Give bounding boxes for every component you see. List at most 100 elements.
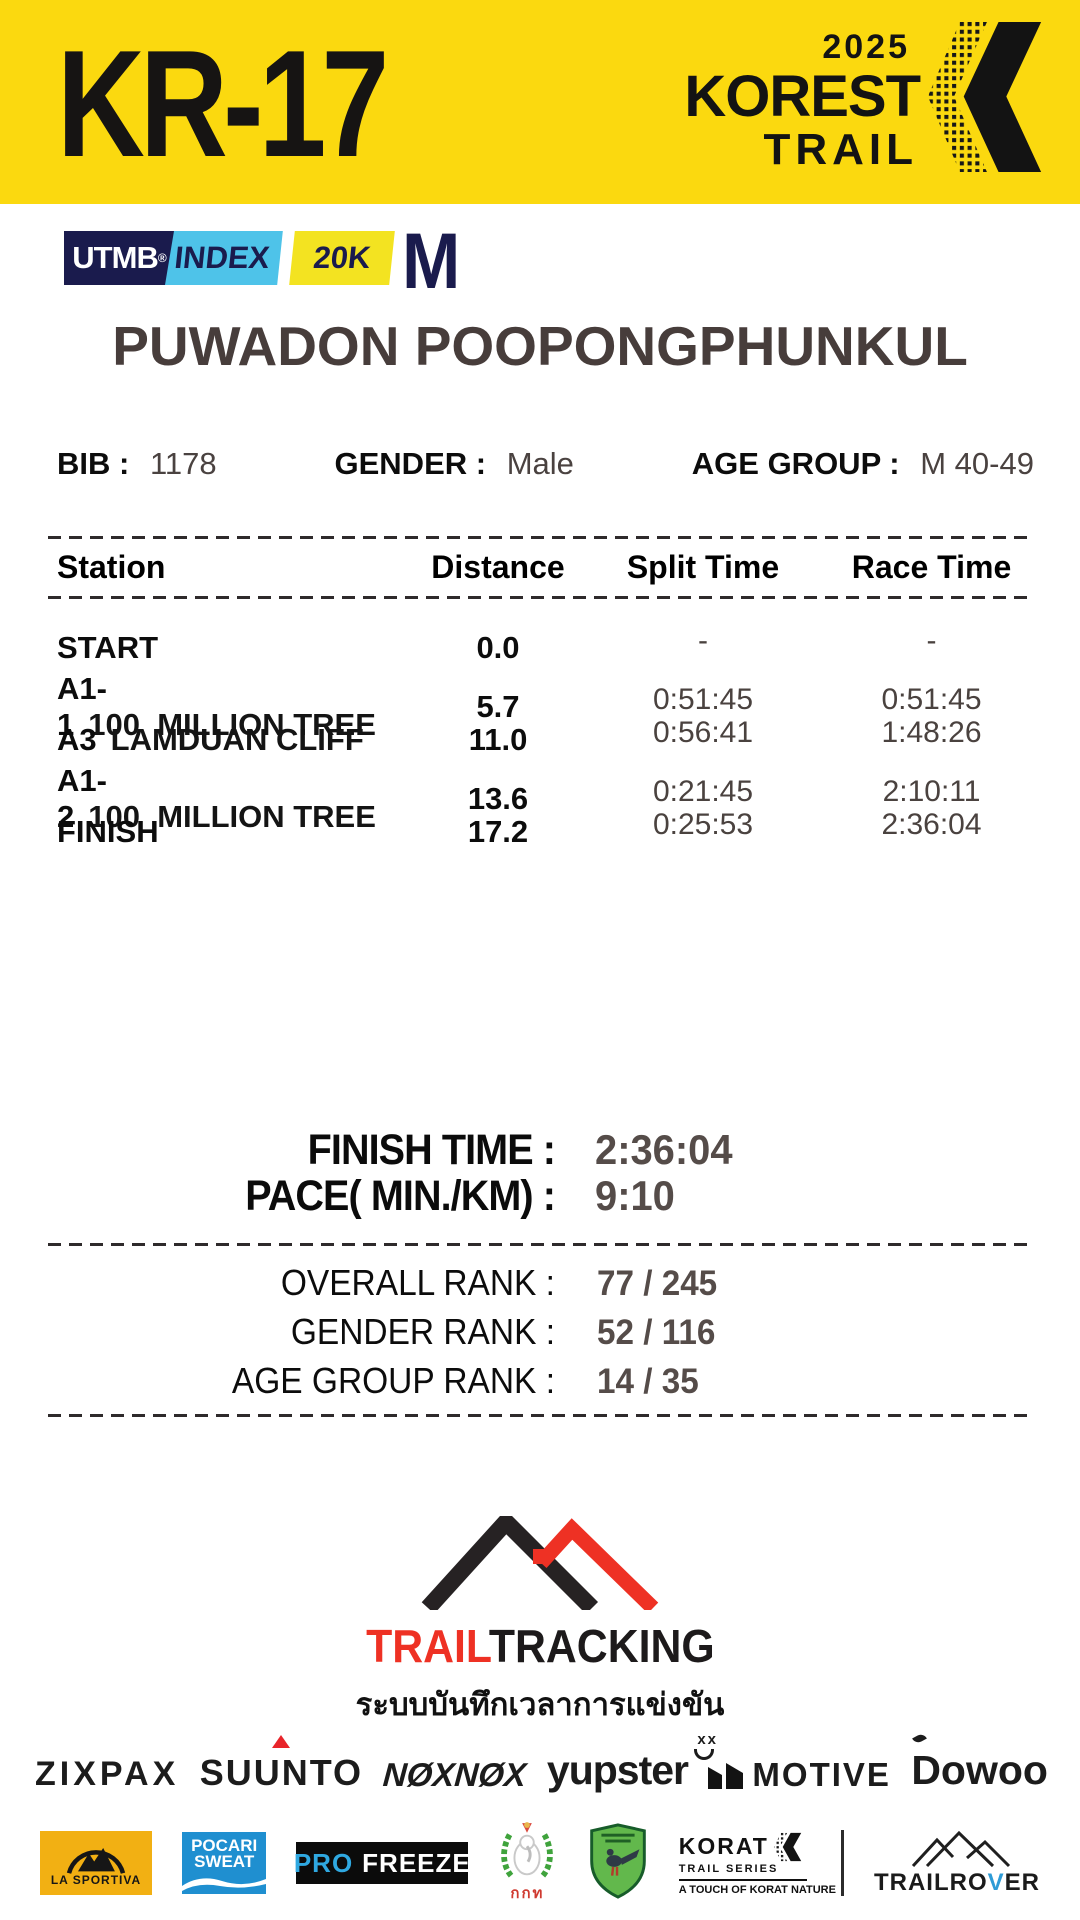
- sponsor-row-2: LA SPORTIVA POCARI SWEAT PRO FREEZE ก: [40, 1820, 1040, 1906]
- brand-word-trail: TRAIL: [365, 1620, 489, 1672]
- col-race-time: Race Time: [851, 549, 1012, 585]
- age-group-rank-value: 14 / 35: [597, 1362, 699, 1401]
- pace-label: PACE( MIN./KM) :: [245, 1172, 556, 1220]
- station-name: 100 MILLION TREE: [88, 799, 376, 834]
- dowoo-logo: Dowoo: [911, 1732, 1048, 1794]
- sat-crest-icon: [501, 1822, 554, 1880]
- race-time-value: 2:10:11: [882, 775, 981, 808]
- yupster-logo: yupster xx: [547, 1731, 716, 1794]
- table-row-a1-1: A1-1 100 MILLION TREE 5.7 0:51:45 0:51:45: [48, 671, 1035, 742]
- utmb-index-badge: UTMB ® INDEX 20K M: [64, 217, 461, 305]
- bird-shield-icon: [589, 1822, 646, 1899]
- race-time-value: -: [926, 624, 937, 657]
- noxnox-logo: NØXNØX: [382, 1756, 528, 1793]
- event-year: 2025: [822, 28, 910, 66]
- table-row-a1-2: A1-2 100 MILLION TREE 13.6 0:21:45 2:10:1…: [48, 763, 1035, 834]
- finish-time-label: FINISH TIME :: [307, 1126, 556, 1174]
- race-time-value: 2:36:04: [881, 808, 982, 841]
- suunto-triangle-icon: [271, 1735, 290, 1748]
- pro-freeze-logo: PRO FREEZE: [294, 1842, 471, 1884]
- zixpax-logo: ZIXPAX: [35, 1755, 180, 1793]
- station-code: A1-2: [57, 763, 107, 834]
- distance-value: 0.0: [476, 630, 520, 665]
- summary-rule: [48, 1243, 1035, 1246]
- table-header-rule: [48, 596, 1035, 599]
- split-time-value: 0:21:45: [652, 775, 754, 808]
- station-name: LAMDUAN CLIFF: [110, 722, 364, 757]
- pace-value: 9:10: [595, 1172, 675, 1219]
- distance-value: 5.7: [476, 689, 520, 724]
- split-time-value: 0:25:53: [652, 808, 754, 841]
- freeze-label: FREEZE: [362, 1847, 471, 1878]
- utmb-category-m-icon: M: [402, 217, 461, 305]
- utmb-box: UTMB ®: [64, 231, 174, 285]
- event-name-bottom: TRAIL: [763, 125, 918, 174]
- gender-value: Male: [506, 446, 574, 481]
- table-header: Station Distance Split Time Race Time: [48, 539, 1035, 596]
- gender-label: GENDER :: [334, 446, 487, 481]
- table-row-a3: A3 LAMDUAN CLIFF 11.0 0:56:41 1:48:26: [48, 716, 1035, 763]
- korat-wordmark: KORAT: [678, 1833, 769, 1859]
- pocari-line2: SWEAT: [194, 1852, 255, 1871]
- yupster-smile-icon: [694, 1749, 714, 1760]
- la-sportiva-mountain-icon: [66, 1848, 126, 1874]
- overall-rank-label: OVERALL RANK :: [280, 1262, 555, 1303]
- trailtracking-brand: TRAILTRACKING ระบบบันทึกเวลาการแข่งขัน: [0, 1509, 1080, 1729]
- station-code: FINISH: [57, 814, 159, 849]
- col-split-time: Split Time: [626, 549, 780, 585]
- village-bird-shield-logo: [587, 1822, 649, 1905]
- distance-value: 17.2: [467, 814, 529, 849]
- motive-wordmark: MOTIVE: [752, 1756, 891, 1793]
- station-code: A3: [57, 722, 97, 757]
- utmb-label: UTMB: [72, 240, 158, 275]
- korest-x-icon: [927, 22, 1042, 172]
- finish-time-row: FINISH TIME : 2:36:04: [40, 1126, 1040, 1175]
- logo-divider-line: [840, 1830, 844, 1896]
- pace-row: PACE( MIN./KM) : 9:10: [40, 1172, 1040, 1221]
- overall-rank-value: 77 / 245: [597, 1264, 718, 1303]
- korest-trail-logo: 2025 KOREST TRAIL: [684, 20, 1046, 173]
- suunto-wordmark: SUUNTO: [199, 1752, 364, 1793]
- station-name: 100 MILLION TREE: [88, 707, 376, 742]
- suunto-logo: SUUNTO: [199, 1735, 364, 1794]
- pocari-wave-icon: [182, 1878, 267, 1891]
- col-station: Station: [57, 549, 166, 585]
- pocari-line1: POCARI: [191, 1836, 258, 1855]
- dowoo-leaf-icon: [912, 1732, 928, 1745]
- korat-x-icon: [773, 1832, 802, 1861]
- event-name-top: KOREST: [684, 64, 921, 129]
- brand-word-tracking: TRACKING: [488, 1620, 715, 1672]
- index-box: INDEX: [161, 231, 283, 285]
- bib-group: BIB : 1178: [57, 446, 217, 482]
- distance-label: 20K: [311, 240, 373, 275]
- registered-mark: ®: [157, 251, 166, 265]
- age-group-rank-label: AGE GROUP RANK :: [231, 1360, 555, 1401]
- station-code: START: [57, 630, 159, 665]
- la-sportiva-wordmark: LA SPORTIVA: [50, 1873, 142, 1887]
- sat-elephant-crest-logo: กกท: [498, 1821, 556, 1905]
- runner-name: PUWADON POOPONGPHUNKUL: [112, 315, 968, 377]
- trailtracking-mountain-icon: [421, 1509, 659, 1615]
- race-code: KR-17: [57, 19, 389, 189]
- age-group-rank-row: AGE GROUP RANK : 14 / 35: [40, 1360, 1040, 1402]
- sat-crest-caption: กกท: [510, 1885, 545, 1902]
- trailrover-wordmark-right: ER: [1004, 1868, 1040, 1896]
- korat-divider: [678, 1878, 807, 1881]
- table-row-finish: FINISH 17.2 0:25:53 2:36:04: [48, 808, 1035, 855]
- header-banner: KR-17 2025 KOREST TRAIL: [0, 0, 1080, 204]
- age-group-value: M 40-49: [920, 446, 1034, 481]
- station-code: A1-1: [57, 671, 107, 742]
- finish-time-value: 2:36:04: [595, 1126, 733, 1173]
- index-label: INDEX: [172, 240, 272, 275]
- table-top-rule: [48, 536, 1035, 539]
- split-time-value: 0:56:41: [652, 716, 754, 749]
- runner-info-row: BIB : 1178 GENDER : Male AGE GROUP : M 4…: [57, 446, 1034, 482]
- pocari-sweat-logo: POCARI SWEAT: [182, 1832, 267, 1894]
- overall-rank-row: OVERALL RANK : 77 / 245: [40, 1262, 1040, 1304]
- distance-value: 11.0: [468, 722, 528, 757]
- korat-trail-series-logo: KORAT TRAIL SERIES A TOUCH OF KORAT NATU…: [678, 1831, 836, 1896]
- brand-tagline-thai: ระบบบันทึกเวลาการแข่งขัน: [355, 1687, 725, 1722]
- col-distance: Distance: [431, 549, 565, 585]
- gender-group: GENDER : Male: [335, 446, 574, 482]
- age-group-label: AGE GROUP :: [691, 446, 900, 481]
